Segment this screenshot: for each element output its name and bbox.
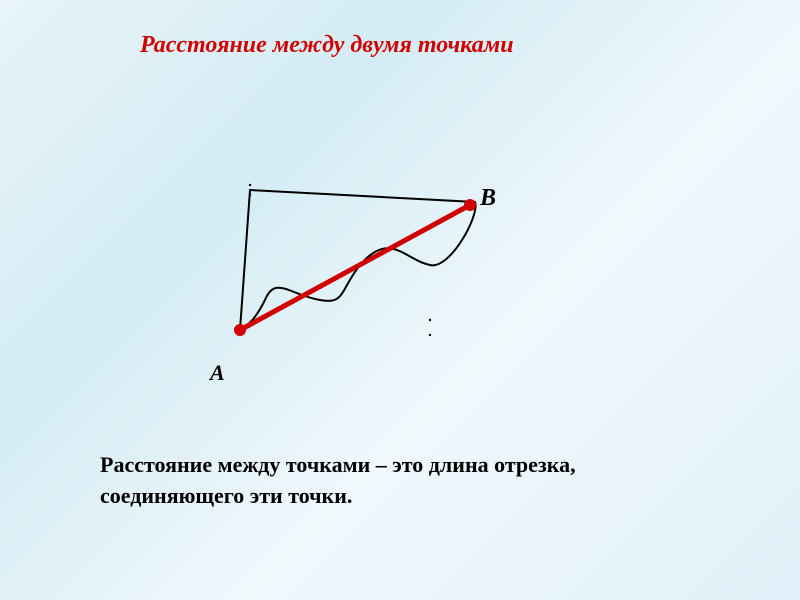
stray-dot — [249, 184, 251, 186]
slide-title: Расстояние между двумя точками — [140, 30, 514, 61]
definition-text: Расстояние между точками – это длина отр… — [100, 450, 720, 512]
distance-diagram: A B — [180, 150, 540, 390]
segment-ab — [240, 205, 470, 330]
stray-dot — [429, 319, 431, 321]
stray-dot — [249, 194, 251, 196]
point-b-label: B — [480, 185, 496, 212]
point-b-marker — [464, 199, 476, 211]
point-a-label: A — [210, 360, 225, 386]
point-a-marker — [234, 324, 246, 336]
stray-dot — [429, 334, 431, 336]
